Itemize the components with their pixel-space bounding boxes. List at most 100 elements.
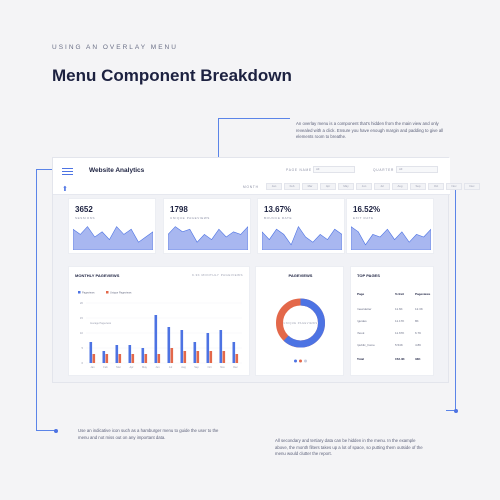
month-filter-may[interactable]: May (338, 183, 354, 190)
table-cell: 5.54K (395, 343, 403, 347)
connector-dot (54, 429, 58, 433)
bar (144, 354, 148, 363)
card-title: MONTHLY PAGEVIEWS (75, 273, 120, 278)
bar (232, 342, 236, 363)
legend-dot (299, 359, 302, 363)
x-tick-label: Sep (194, 365, 199, 369)
average-label: Average Pageviews (90, 322, 112, 325)
stat-value: 1798 (170, 205, 188, 214)
bar (206, 333, 210, 363)
stat-value: 3652 (75, 205, 93, 214)
table-total: 152.4K (395, 357, 405, 361)
quarter-label: QUARTER (373, 168, 395, 172)
y-tick-label: 15 (80, 316, 84, 320)
month-filter-sep[interactable]: Sep (410, 183, 426, 190)
month-filter-jun[interactable]: Jun (356, 183, 372, 190)
month-filter-aug[interactable]: Aug (392, 183, 408, 190)
dashboard-topbar: Website Analytics ⬆ PAGE NAME All QUARTE… (53, 158, 480, 195)
sparkline (351, 226, 431, 250)
y-tick-label: 0 (81, 361, 83, 365)
bar (131, 354, 135, 363)
bar (222, 351, 226, 363)
page-name-select[interactable]: All (313, 166, 355, 173)
table-total: 34K (415, 357, 421, 361)
x-tick-label: Nov (220, 365, 225, 369)
stat-value: 16.52% (353, 205, 381, 214)
sparkline (168, 226, 248, 250)
card-title: TOP PAGES (357, 273, 380, 278)
bar (118, 354, 122, 363)
connector-dot (454, 409, 458, 413)
bar (128, 345, 132, 363)
month-filter-apr[interactable]: Apr (320, 183, 336, 190)
annotation-month-filters: All secondary and tertiary data can be h… (275, 438, 423, 457)
connector-top (218, 118, 290, 190)
table-cell: /hook (357, 331, 365, 335)
bar (141, 348, 145, 363)
table-cell: 6.7K (415, 331, 422, 335)
y-tick-label: 20 (80, 301, 84, 305)
table-cell: 11.6K (395, 307, 403, 311)
donut-slice-pageviews (276, 298, 325, 348)
stat-value: 13.67% (264, 205, 292, 214)
bar (105, 354, 109, 363)
sparkline-area (262, 225, 342, 250)
sparkline (262, 225, 342, 250)
bar (154, 315, 158, 363)
bar (235, 354, 239, 363)
donut-chart: UNIQUE PAGEVIEWS (276, 298, 325, 363)
month-filter-mar[interactable]: Mar (302, 183, 318, 190)
month-filter-feb[interactable]: Feb (284, 183, 300, 190)
month-filter-jul[interactable]: Jul (374, 183, 390, 190)
bar (196, 351, 200, 363)
legend-dot (294, 359, 297, 363)
monthly-bar-chart: Pageviews Unique Pageviews 0 5 10 15 20 Average… (78, 291, 242, 369)
x-tick-label: May (142, 365, 148, 369)
legend-swatch (78, 291, 81, 294)
table-header: Pageviews (415, 292, 431, 296)
pageviews-donut-card: PAGEVIEWS UNIQUE PAGEVIEWS (255, 266, 344, 376)
legend-dot (304, 359, 307, 363)
table-total: Total (357, 357, 364, 361)
sparkline (73, 226, 153, 250)
table-cell: 11.17K (395, 319, 405, 323)
y-tick-label: 5 (81, 346, 83, 350)
legend-label: Pageviews (82, 291, 95, 295)
x-tick-label: Apr (129, 365, 133, 369)
x-tick-label: Jul (169, 365, 173, 369)
sparkline-area (73, 226, 153, 250)
table-cell: 11.67K (395, 331, 405, 335)
eyebrow-label: USING AN OVERLAY MENU (52, 44, 178, 51)
months-label: MONTH (243, 185, 259, 189)
annotation-hamburger: Use an indicative icon such as a hamburg… (78, 428, 219, 440)
bar (89, 342, 93, 363)
table-header: Page (357, 292, 365, 296)
dashboard-title: Website Analytics (89, 167, 145, 174)
x-tick-label: Dec (233, 365, 238, 369)
bar (170, 348, 174, 363)
table-cell: /public_home (357, 343, 375, 347)
stat-label: BOUNCE RATE (264, 216, 293, 220)
card-subtitle: 9.3K MONTHLY PAGEVIEWS (191, 273, 243, 277)
month-filter-jan[interactable]: Jan (266, 183, 282, 190)
table-cell: /newsletter (357, 307, 372, 311)
hamburger-menu-icon[interactable] (62, 168, 73, 175)
table-header: % Exit (395, 292, 405, 296)
stat-label: UNIQUE PAGEVIEWS (170, 216, 210, 220)
table-cell: /guides (357, 319, 367, 323)
month-filter-oct[interactable]: Oct (428, 183, 444, 190)
stat-card-exit-rate: 16.52% EXIT RATE (346, 198, 434, 254)
month-filter-nov[interactable]: Nov (446, 183, 462, 190)
x-tick-label: Oct (207, 365, 211, 369)
bar (92, 354, 96, 363)
month-filter-dec[interactable]: Dec (464, 183, 480, 190)
table-cell: 12.3K (415, 307, 423, 311)
quarter-select[interactable]: All (396, 166, 438, 173)
stat-card-bounce-rate: 13.67% BOUNCE RATE (257, 198, 345, 254)
donut-center-label: UNIQUE PAGEVIEWS (283, 321, 317, 325)
sparkline-area (168, 226, 248, 250)
bar (180, 330, 184, 363)
bar (209, 351, 213, 363)
x-tick-label: Feb (103, 365, 108, 369)
arrow-up-icon[interactable]: ⬆ (62, 186, 68, 193)
